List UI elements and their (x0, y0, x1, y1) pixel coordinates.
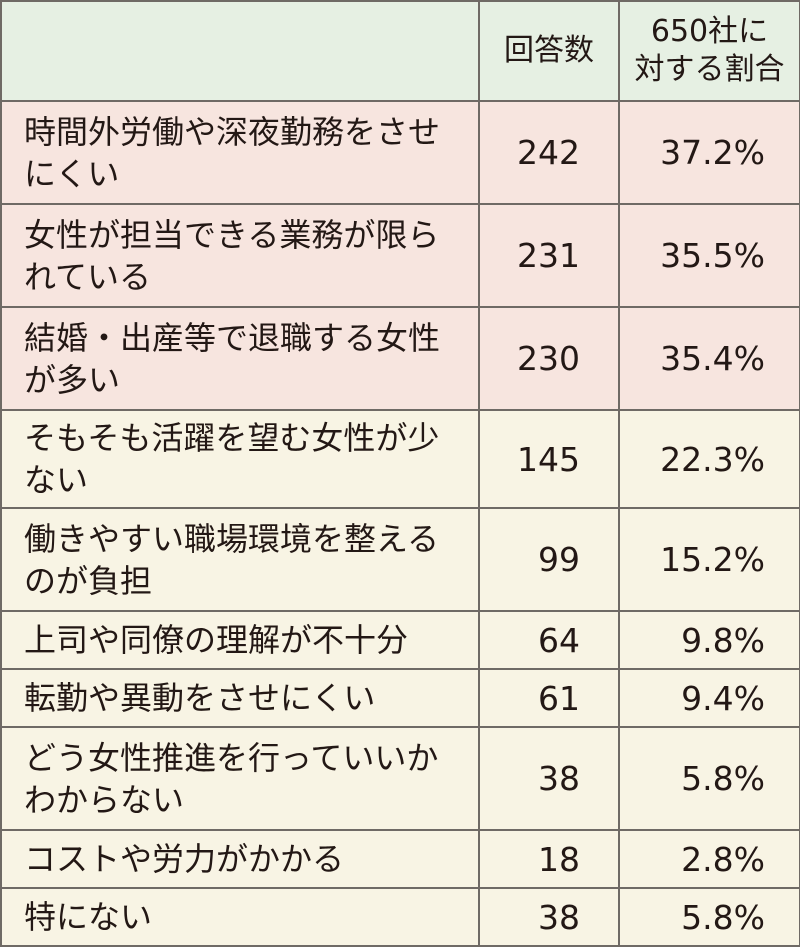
row-ratio: 5.8% (618, 887, 800, 947)
row-label: 転勤や異動をさせにくい (0, 668, 480, 728)
header-cell-blank (0, 0, 480, 102)
row-ratio: 37.2% (618, 100, 800, 205)
table-row: そもそも活躍を望む女性が少ない 145 22.3% (0, 409, 800, 509)
row-count: 145 (478, 409, 620, 509)
header-cell-ratio: 650社に 対する割合 (618, 0, 800, 102)
row-ratio: 15.2% (618, 507, 800, 612)
row-count: 242 (478, 100, 620, 205)
table-row: 働きやすい職場環境を整えるのが負担 99 15.2% (0, 507, 800, 612)
row-ratio: 35.5% (618, 203, 800, 308)
table-row: 結婚・出産等で退職する女性が多い 230 35.4% (0, 306, 800, 411)
row-label: 働きやすい職場環境を整えるのが負担 (0, 507, 480, 612)
row-label: 結婚・出産等で退職する女性が多い (0, 306, 480, 411)
row-count: 99 (478, 507, 620, 612)
table-row: 時間外労働や深夜勤務をさせにくい 242 37.2% (0, 100, 800, 205)
row-count: 18 (478, 829, 620, 889)
row-ratio: 9.8% (618, 610, 800, 670)
row-count: 61 (478, 668, 620, 728)
row-ratio: 9.4% (618, 668, 800, 728)
header-cell-count: 回答数 (478, 0, 620, 102)
row-ratio: 2.8% (618, 829, 800, 889)
row-count: 231 (478, 203, 620, 308)
table-row: 特にない 38 5.8% (0, 887, 800, 947)
row-ratio: 35.4% (618, 306, 800, 411)
row-ratio: 22.3% (618, 409, 800, 509)
row-count: 64 (478, 610, 620, 670)
row-ratio: 5.8% (618, 726, 800, 831)
row-count: 38 (478, 726, 620, 831)
header-row: 回答数 650社に 対する割合 (0, 0, 800, 102)
row-label: コストや労力がかかる (0, 829, 480, 889)
row-count: 38 (478, 887, 620, 947)
header-ratio-line1: 650社に (650, 14, 769, 49)
row-label: 時間外労働や深夜勤務をさせにくい (0, 100, 480, 205)
header-ratio-line2: 対する割合 (634, 52, 785, 87)
table-row: 女性が担当できる業務が限られている 231 35.5% (0, 203, 800, 308)
table-row: 上司や同僚の理解が不十分 64 9.8% (0, 610, 800, 670)
row-count: 230 (478, 306, 620, 411)
row-label: 特にない (0, 887, 480, 947)
table-row: どう女性推進を行っていいかわからない 38 5.8% (0, 726, 800, 831)
table-row: コストや労力がかかる 18 2.8% (0, 829, 800, 889)
row-label: そもそも活躍を望む女性が少ない (0, 409, 480, 509)
row-label: 女性が担当できる業務が限られている (0, 203, 480, 308)
row-label: どう女性推進を行っていいかわからない (0, 726, 480, 831)
table-row: 転勤や異動をさせにくい 61 9.4% (0, 668, 800, 728)
row-label: 上司や同僚の理解が不十分 (0, 610, 480, 670)
